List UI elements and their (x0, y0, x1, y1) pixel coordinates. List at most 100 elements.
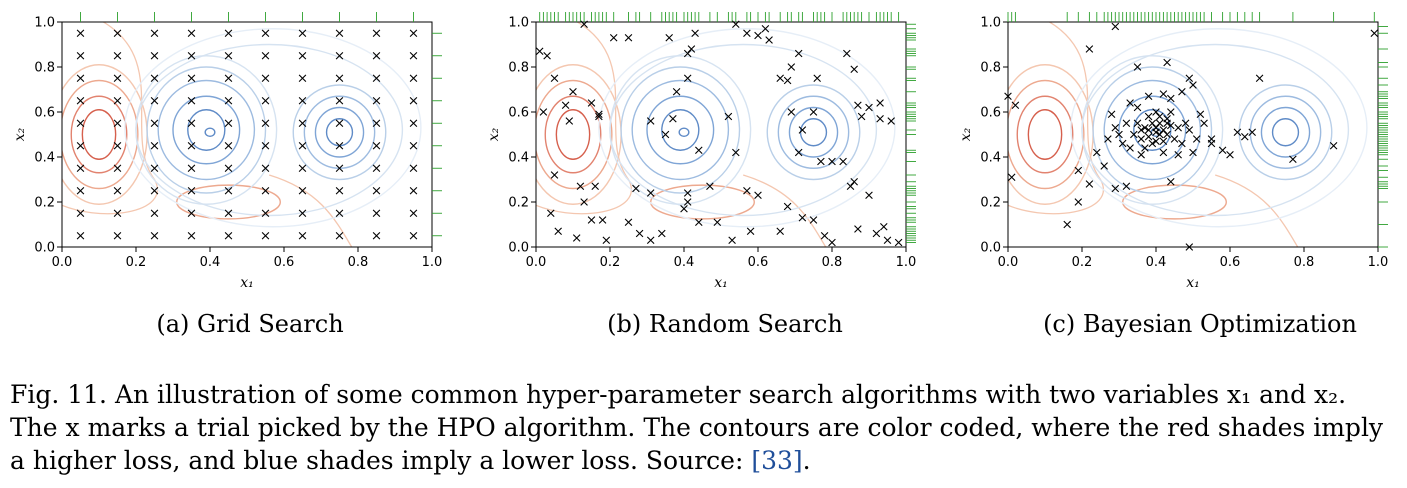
trial-marker (1133, 63, 1142, 71)
x-tick-label: 0.4 (674, 255, 695, 270)
contour-high-loss-minor (175, 184, 281, 220)
trial-marker (1167, 121, 1175, 130)
trial-marker (1085, 45, 1094, 53)
trial-marker (335, 96, 344, 105)
y-tick-label: 0.2 (980, 196, 1001, 211)
trial-marker (1104, 135, 1112, 143)
contour-high-loss-minor (1121, 184, 1227, 220)
trial-marker (187, 74, 196, 83)
trial-marker (150, 164, 159, 173)
trial-marker (261, 119, 270, 128)
x-tick-label: 1.0 (896, 255, 917, 270)
trial-marker (372, 186, 381, 195)
trial-markers (76, 29, 418, 240)
trial-marker (409, 51, 418, 60)
trial-marker (298, 119, 307, 128)
contour-high-loss (1016, 95, 1074, 174)
trial-marker (683, 74, 692, 83)
trial-marker (850, 177, 858, 186)
contour-high-loss-outer (1215, 174, 1299, 247)
trial-marker (372, 29, 381, 38)
plot-frame (61, 21, 433, 248)
trial-marker (1241, 132, 1249, 141)
trial-marker (572, 234, 581, 242)
trial-marker (794, 148, 803, 157)
contour-low-loss (172, 95, 241, 165)
trial-marker (646, 236, 655, 245)
trial-marker (261, 96, 270, 105)
contour-high-loss-outer (536, 22, 632, 215)
y-axis-label: x₂ (12, 127, 28, 141)
trial-marker (1155, 130, 1164, 139)
trial-marker (547, 209, 555, 218)
contour-low-loss-outer (135, 43, 404, 217)
contour-low-loss-center (678, 127, 690, 137)
trial-marker (113, 141, 122, 150)
caption-line-3: a higher loss, and blue shades imply a l… (10, 444, 1405, 477)
x-tick-label: 0.2 (126, 255, 147, 270)
trial-marker (1144, 112, 1153, 121)
trial-marker (883, 236, 892, 245)
trial-marker (409, 29, 418, 38)
trial-marker (224, 51, 233, 60)
trial-marker (646, 189, 655, 197)
trial-marker (591, 182, 599, 191)
trial-marker (1144, 126, 1153, 134)
trial-marker (550, 171, 559, 179)
contour-high-loss-outer (269, 174, 353, 247)
trial-marker (150, 74, 159, 83)
trial-marker (113, 209, 122, 218)
x-tick-label: 0.6 (274, 255, 295, 270)
y-tick-label: 0.4 (508, 151, 529, 166)
trial-marker (1200, 119, 1208, 128)
citation-link[interactable]: [33] (751, 446, 803, 475)
chart-panel-2: 0.00.0 0.2 0.2 0.4 0.4 0.6 0.6 0.8 0.8 1.0 1.0 x₁ x₂ (486, 12, 916, 291)
trial-marker (1111, 22, 1120, 31)
caption-line-2: The x marks a trial picked by the HPO al… (10, 413, 1384, 442)
trial-marker (672, 87, 681, 96)
x-tick-label: 0.0 (52, 255, 73, 270)
trial-marker (1107, 110, 1116, 119)
caption-line-1: Fig. 11. An illustration of some common … (10, 380, 1347, 409)
trial-marker (1189, 81, 1197, 89)
trial-marker (595, 112, 603, 121)
trial-marker (261, 186, 270, 195)
trial-marker (846, 182, 855, 191)
trial-marker (409, 119, 418, 128)
contour-high-loss-outer (1008, 22, 1104, 215)
trial-marker (298, 141, 307, 150)
trial-marker (798, 126, 807, 134)
trial-marker (1174, 123, 1182, 132)
trial-marker (1137, 150, 1145, 159)
trial-marker (794, 49, 803, 58)
trial-marker (150, 231, 159, 240)
trial-marker (187, 51, 196, 60)
trial-marker (113, 74, 122, 83)
trial-marker (224, 141, 233, 150)
trial-marker (798, 213, 807, 222)
y-tick-label: 0.8 (508, 61, 529, 76)
chart-panel-1: 0.00.0 0.2 0.2 0.4 0.4 0.6 0.6 0.8 0.8 1.0 1.0 x₁ x₂ (12, 12, 442, 291)
trial-marker (1248, 128, 1256, 137)
trial-marker (1159, 90, 1168, 98)
trial-marker (683, 189, 692, 197)
trial-marker (372, 231, 381, 240)
x-tick-label: 0.0 (998, 255, 1019, 270)
trial-marker (1167, 94, 1175, 103)
x-tick-label: 0.6 (748, 255, 769, 270)
trial-marker (809, 108, 818, 116)
trial-marker (1137, 135, 1145, 143)
trial-marker (539, 108, 548, 116)
x-axis-label: x₁ (240, 275, 254, 291)
trial-marker (754, 31, 762, 40)
trial-marker (787, 63, 796, 71)
trial-marker (1133, 119, 1142, 128)
x-tick-label: 0.8 (348, 255, 369, 270)
trial-marker (298, 29, 307, 38)
subcaption-grid-search: (a) Grid Search (156, 310, 344, 338)
trial-marker (854, 225, 862, 233)
trial-marker (335, 141, 344, 150)
caption-line-3-text: a higher loss, and blue shades imply a l… (10, 446, 752, 475)
trial-marker (298, 96, 307, 105)
contour-high-loss (81, 109, 117, 160)
